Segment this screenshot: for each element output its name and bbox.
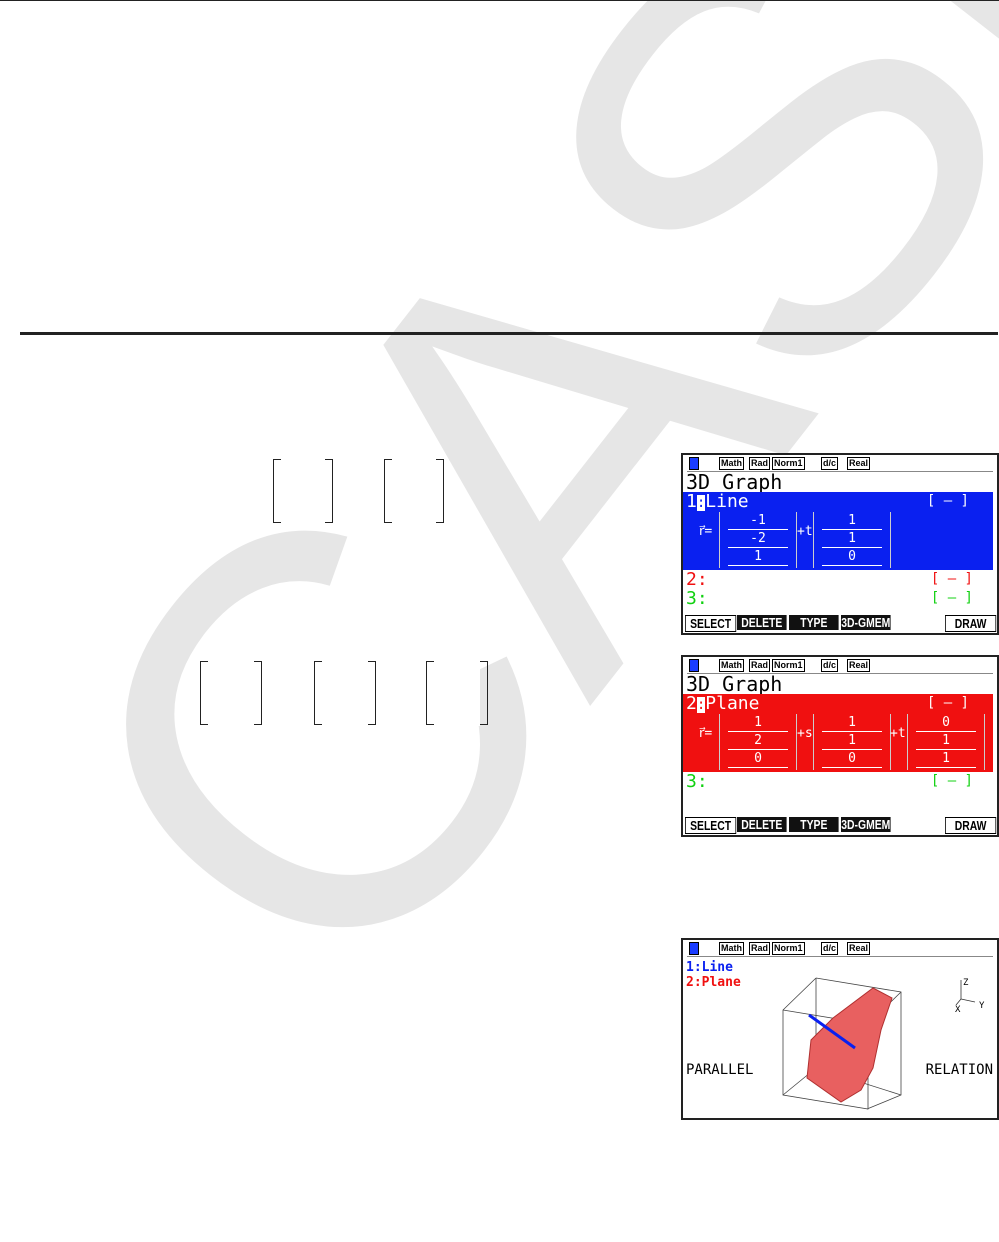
badge: Rad: [749, 457, 771, 470]
line-style[interactable]: [ — ]: [926, 493, 969, 509]
svg-text:X: X: [955, 1005, 961, 1015]
badge: Math: [719, 457, 744, 470]
badge: Real: [847, 457, 871, 470]
battery-icon: [689, 659, 699, 672]
legend-line: 1:Line: [686, 960, 733, 975]
top-rule: [0, 0, 999, 1]
f3-type[interactable]: TYPE: [789, 615, 839, 630]
empty-matrix: [314, 660, 376, 726]
3d-graph: Z X Y: [782, 977, 985, 1110]
svg-text:Z: Z: [963, 978, 969, 988]
badge: Norm1: [772, 457, 805, 470]
legend-plane: 2:Plane: [686, 975, 741, 990]
svg-text:Y: Y: [979, 1001, 985, 1011]
graph-3[interactable]: 3:[ — ]: [686, 588, 973, 609]
empty-matrix: [200, 660, 262, 726]
section-rule: [20, 332, 998, 335]
f4-3d-gmem[interactable]: 3D-GMEM: [841, 615, 891, 630]
calculator-screen-line: Math Rad Norm1 d/c Real 3D Graph 1:Line[…: [681, 453, 999, 635]
status-bar: Math Rad Norm1 d/c Real: [687, 940, 993, 957]
f2-delete[interactable]: DELETE: [737, 817, 787, 832]
calculator-screen-graph: Math Rad Norm1 d/c Real 1:Line 2:Plane Z…: [681, 938, 999, 1120]
graph-2[interactable]: 2:[ — ]: [686, 569, 973, 590]
screen-title: 3D Graph: [686, 470, 783, 494]
badge: d/c: [821, 457, 839, 470]
empty-matrix: [384, 458, 444, 524]
f2-delete[interactable]: DELETE: [737, 615, 787, 630]
line-segment: [808, 1013, 856, 1050]
status-bar: Math Rad Norm1 d/c Real: [687, 455, 993, 472]
parallel-label: PARALLEL: [686, 1062, 754, 1078]
graph-3[interactable]: 3:[ — ]: [686, 771, 973, 792]
calculator-screen-plane: Math Rad Norm1 d/c Real 3D Graph 2:Plane…: [681, 655, 999, 837]
empty-matrix: [426, 660, 488, 726]
f4-3d-gmem[interactable]: 3D-GMEM: [841, 817, 891, 832]
battery-icon: [689, 457, 699, 470]
screen-title: 3D Graph: [686, 672, 783, 696]
f1-select[interactable]: SELECT: [685, 615, 737, 632]
battery-icon: [689, 942, 699, 955]
relation-label: RELATION: [925, 1062, 993, 1078]
f6-draw[interactable]: DRAW: [945, 817, 997, 834]
status-bar: Math Rad Norm1 d/c Real: [687, 657, 993, 674]
f1-select[interactable]: SELECT: [685, 817, 737, 834]
f3-type[interactable]: TYPE: [789, 817, 839, 832]
f6-draw[interactable]: DRAW: [945, 615, 997, 632]
empty-matrix: [273, 458, 333, 524]
